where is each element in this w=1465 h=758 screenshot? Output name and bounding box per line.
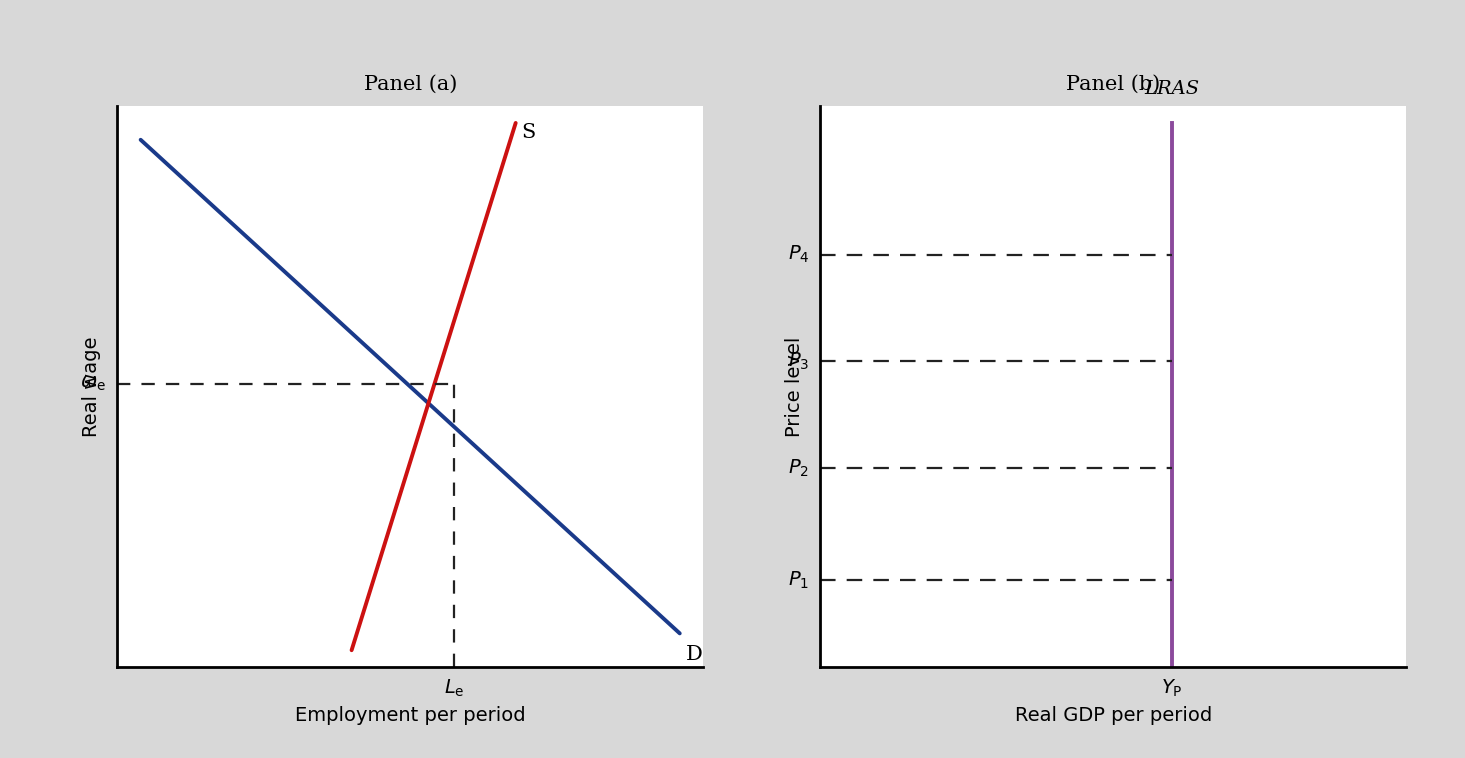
Text: $P_{\rm 1}$: $P_{\rm 1}$: [788, 569, 809, 590]
Text: D: D: [686, 644, 703, 663]
Text: $P_{\rm 4}$: $P_{\rm 4}$: [788, 244, 809, 265]
Title: Panel (b): Panel (b): [1067, 74, 1160, 93]
Y-axis label: Price level: Price level: [785, 337, 804, 437]
Text: S: S: [522, 123, 536, 142]
Text: LRAS: LRAS: [1144, 80, 1200, 98]
Title: Panel (a): Panel (a): [363, 74, 457, 93]
Y-axis label: Real wage: Real wage: [82, 337, 101, 437]
Text: $P_{\rm 3}$: $P_{\rm 3}$: [788, 351, 809, 372]
X-axis label: Real GDP per period: Real GDP per period: [1015, 706, 1212, 725]
Text: $\omega_{\rm e}$: $\omega_{\rm e}$: [81, 374, 105, 393]
Text: $P_{\rm 2}$: $P_{\rm 2}$: [788, 457, 809, 478]
X-axis label: Employment per period: Employment per period: [294, 706, 526, 725]
Text: $Y_{\rm P}$: $Y_{\rm P}$: [1162, 678, 1182, 700]
Text: $L_{\rm e}$: $L_{\rm e}$: [444, 678, 464, 700]
